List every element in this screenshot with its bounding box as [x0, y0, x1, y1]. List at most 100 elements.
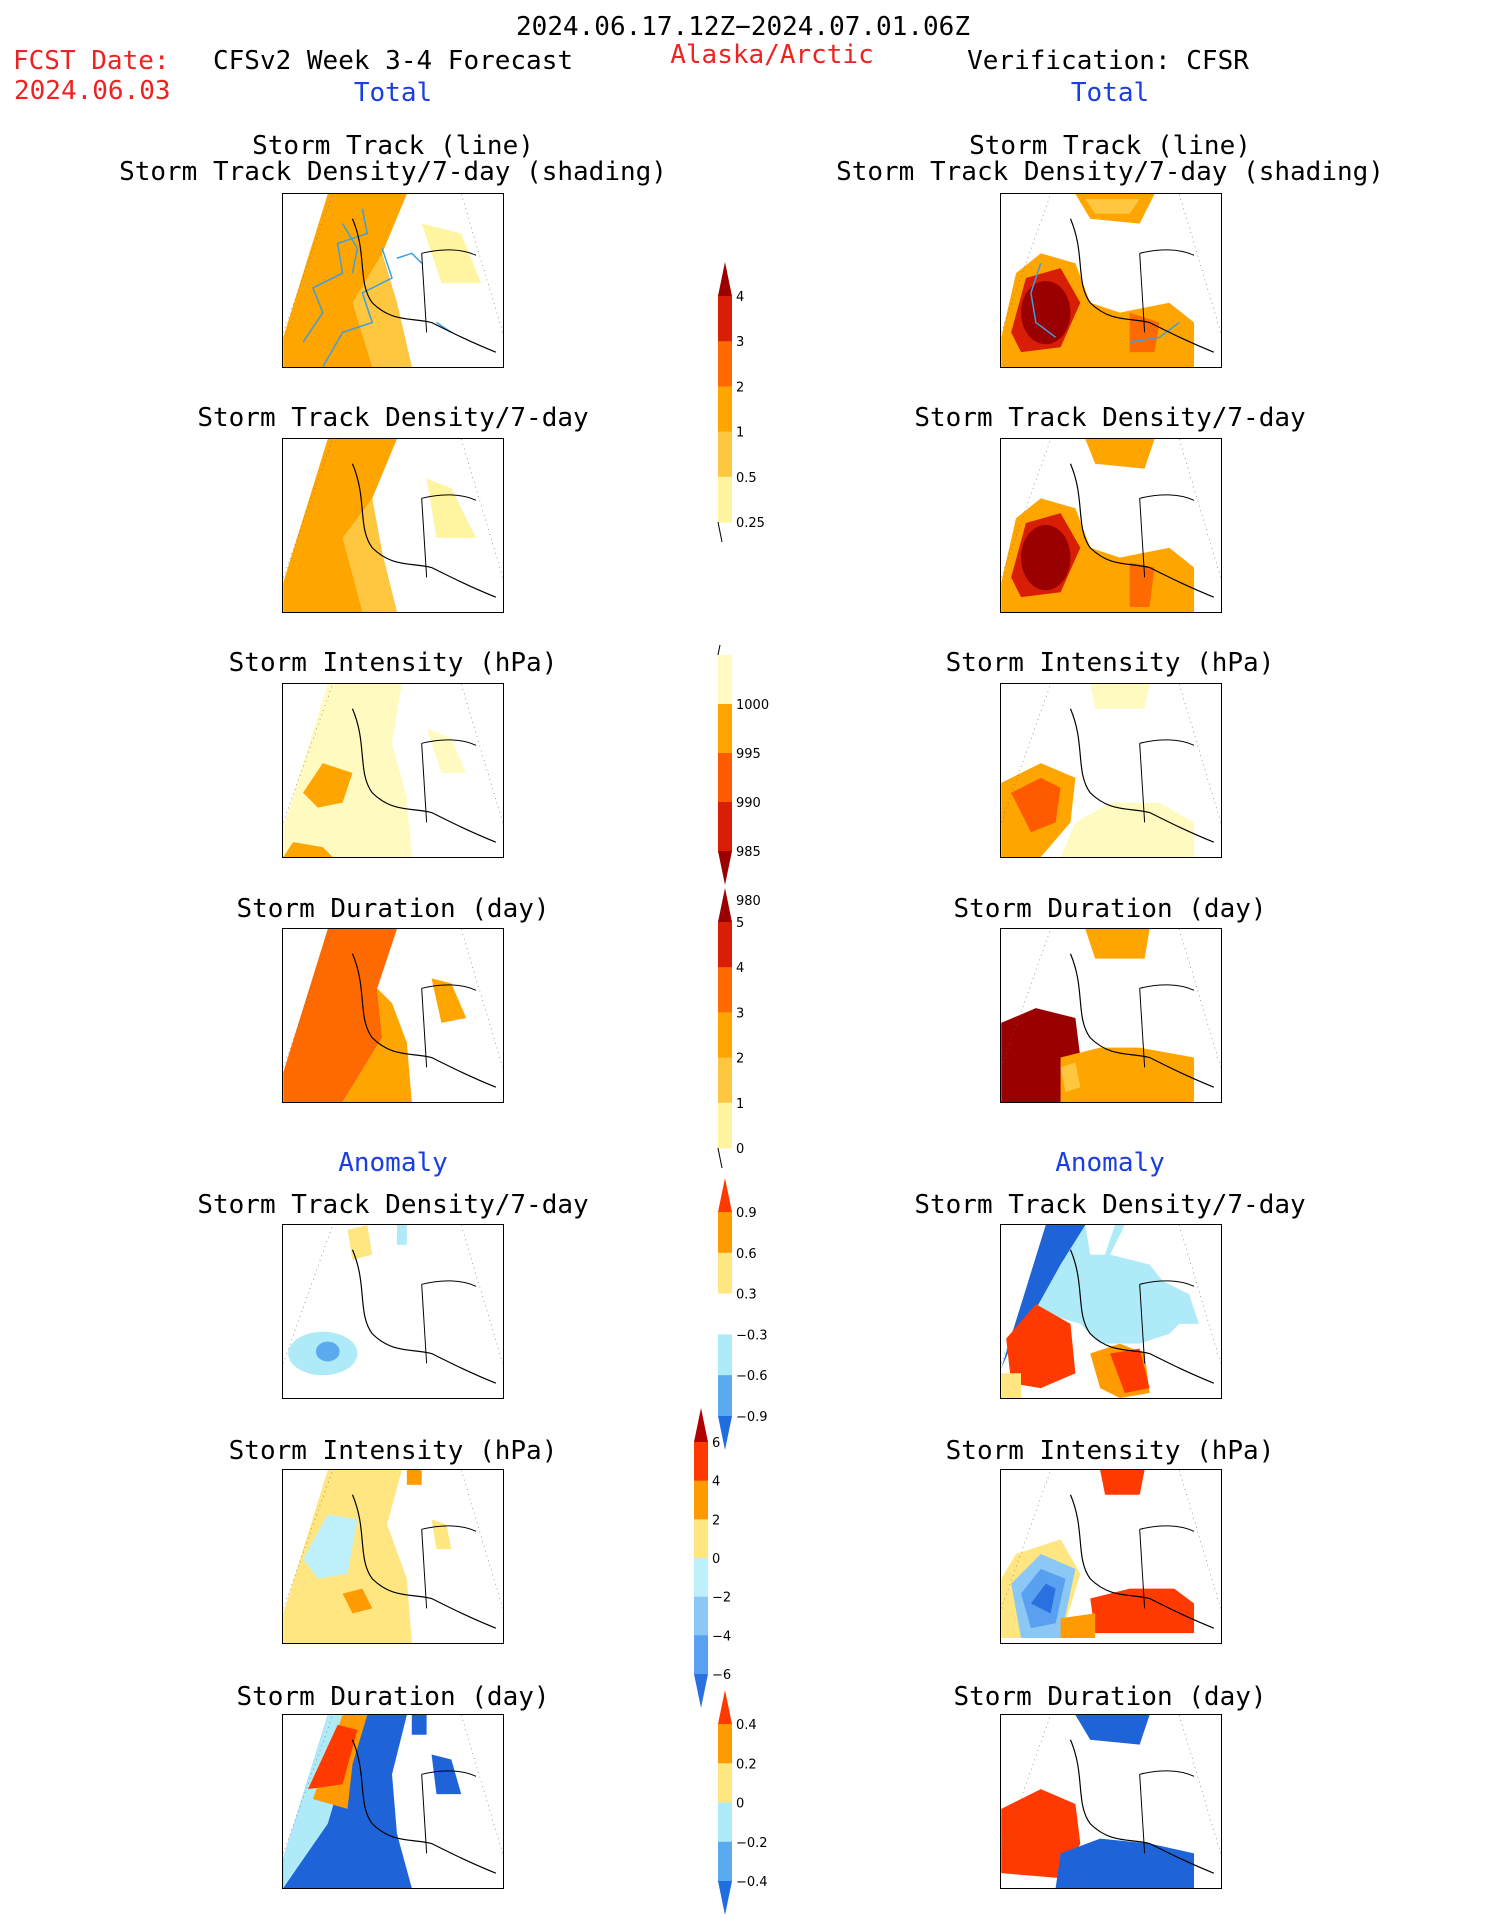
map-track-forecast-svg [283, 194, 503, 367]
colorbar-segment [718, 296, 732, 342]
colorbar-tick-label: 980 [736, 894, 761, 909]
colorbar-tick-label: 3 [736, 1006, 744, 1021]
colorbar-tick-label: −0.4 [736, 1875, 768, 1890]
colorbar-segment [718, 1012, 732, 1059]
colorbar-segment [718, 704, 732, 754]
colorbar-tick-label: 995 [736, 747, 761, 762]
anomaly-label-left: Anomaly [338, 1148, 448, 1178]
anomaly-label-right: Anomaly [1055, 1148, 1165, 1178]
colorbar-top-stem [717, 644, 721, 656]
colorbar-top-arrow [718, 262, 732, 296]
colorbar-tick-label: −0.6 [736, 1369, 768, 1384]
map-anom-density-verification [1000, 1224, 1222, 1399]
colorbar-tick-label: −2 [712, 1591, 731, 1606]
title-track-line-left: Storm Track (line) [252, 131, 534, 161]
colorbar-anom-density: 0.9 0.6 0.3 −0.3 −0.6 −0.9 [718, 1178, 788, 1450]
colorbar-bottom-arrow [718, 1881, 732, 1915]
period-title: 2024.06.17.12Z−2024.07.01.06Z [516, 12, 970, 42]
title-track-shading-right: Storm Track Density/7-day (shading) [836, 157, 1384, 187]
map-anom-duration-forecast [282, 1714, 504, 1889]
colorbar-svg-anom_intensity: 6 4 2 0 −2 −4 −6 [694, 1408, 731, 1708]
colorbar-segment [718, 386, 732, 433]
map-density-forecast [282, 438, 504, 613]
colorbar-bottom-arrow [718, 1416, 732, 1450]
title-duration-left: Storm Duration (day) [236, 894, 550, 924]
colorbar-segment [718, 1802, 732, 1843]
colorbar-segment [718, 922, 732, 968]
colorbar-tick-label: 3 [736, 335, 744, 350]
colorbar-tick-label: 2 [736, 1052, 744, 1067]
colorbar-tick-label: 0.5 [736, 471, 757, 486]
map-intensity-verification [1000, 683, 1222, 858]
colorbar-bottom-stem [717, 521, 723, 543]
colorbar-segment [718, 967, 732, 1013]
colorbar-svg-density: 4 3 2 1 0.5 0.25 [717, 262, 765, 543]
colorbar-segment [694, 1442, 708, 1482]
map-duration-verification [1000, 928, 1222, 1103]
colorbar-segment [718, 1252, 732, 1295]
colorbar-tick-label: 0.9 [736, 1206, 757, 1221]
colorbar-bottom-stem [717, 1147, 723, 1169]
total-label-right: Total [1070, 78, 1150, 108]
colorbar-tick-label: 1 [736, 1097, 744, 1112]
model-title: CFSv2 Week 3-4 Forecast [212, 46, 574, 76]
colorbar-tick-label: 0.6 [736, 1247, 757, 1262]
colorbar-tick-label: 0.4 [736, 1718, 757, 1733]
colorbar-segment [718, 1724, 732, 1764]
colorbar-tick-label: 0 [736, 1797, 744, 1812]
title-anom-density-left: Storm Track Density/7-day [197, 1190, 589, 1220]
colorbar-segment [718, 802, 732, 852]
colorbar-segment [718, 1293, 732, 1335]
colorbar-segment [718, 655, 732, 705]
colorbar-tick-label: 5 [736, 916, 744, 931]
title-duration-right: Storm Duration (day) [953, 894, 1267, 924]
colorbar-tick-label: 2 [736, 380, 744, 395]
map-intensity-forecast [282, 683, 504, 858]
colorbar-segment [718, 1102, 732, 1149]
colorbar-intensity: 1000 995 990 985 980 [717, 644, 788, 909]
colorbar-tick-label: 990 [736, 796, 761, 811]
colorbar-svg-anom_duration: 0.4 0.2 0 −0.2 −0.4 [718, 1690, 768, 1915]
colorbar-duration: 5 4 3 2 1 0 [717, 888, 788, 1169]
title-track-shading-left: Storm Track Density/7-day (shading) [119, 157, 667, 187]
fcst-date-label: FCST Date: [13, 46, 170, 76]
title-anom-intensity-right: Storm Intensity (hPa) [945, 1436, 1275, 1466]
colorbar-tick-label: −4 [712, 1629, 731, 1644]
colorbar-tick-label: 0 [712, 1552, 720, 1567]
title-anom-duration-left: Storm Duration (day) [236, 1682, 550, 1712]
colorbar-tick-label: 0.2 [736, 1757, 757, 1772]
colorbar-segment [718, 431, 732, 478]
colorbar-segment [694, 1558, 708, 1598]
colorbar-tick-label: 4 [736, 290, 744, 305]
title-anom-duration-right: Storm Duration (day) [953, 1682, 1267, 1712]
colorbar-tick-label: 0.25 [736, 516, 765, 531]
colorbar-segment [718, 1375, 732, 1417]
colorbar-segment [694, 1519, 708, 1559]
colorbar-segment [718, 1763, 732, 1803]
colorbar-tick-label: 1 [736, 426, 744, 441]
colorbar-tick-label: −6 [712, 1668, 731, 1683]
colorbar-segment [718, 1841, 732, 1882]
total-label-left: Total [353, 78, 433, 108]
colorbar-svg-duration: 5 4 3 2 1 0 [717, 888, 744, 1169]
colorbar-tick-label: 2 [712, 1513, 720, 1528]
title-track-line-right: Storm Track (line) [969, 131, 1251, 161]
colorbar-density: 4 3 2 1 0.5 0.25 [717, 262, 788, 543]
colorbar-segment [718, 341, 732, 387]
title-anom-density-right: Storm Track Density/7-day [914, 1190, 1306, 1220]
colorbar-top-arrow [718, 888, 732, 922]
colorbar-segment [718, 1057, 732, 1104]
colorbar-tick-label: 4 [712, 1475, 720, 1490]
colorbar-tick-label: 1000 [736, 698, 769, 713]
map-anom-duration-verification [1000, 1714, 1222, 1889]
colorbar-tick-label: 0.3 [736, 1288, 757, 1303]
colorbar-tick-label: −0.3 [736, 1328, 768, 1343]
colorbar-segment [718, 753, 732, 803]
colorbar-svg-intensity: 1000 995 990 985 980 [717, 644, 769, 909]
title-intensity-right: Storm Intensity (hPa) [945, 648, 1275, 678]
colorbar-segment [718, 1334, 732, 1376]
title-anom-intensity-left: Storm Intensity (hPa) [228, 1436, 558, 1466]
colorbar-top-arrow [694, 1408, 708, 1442]
colorbar-tick-label: 6 [712, 1436, 720, 1451]
colorbar-segment [694, 1480, 708, 1520]
